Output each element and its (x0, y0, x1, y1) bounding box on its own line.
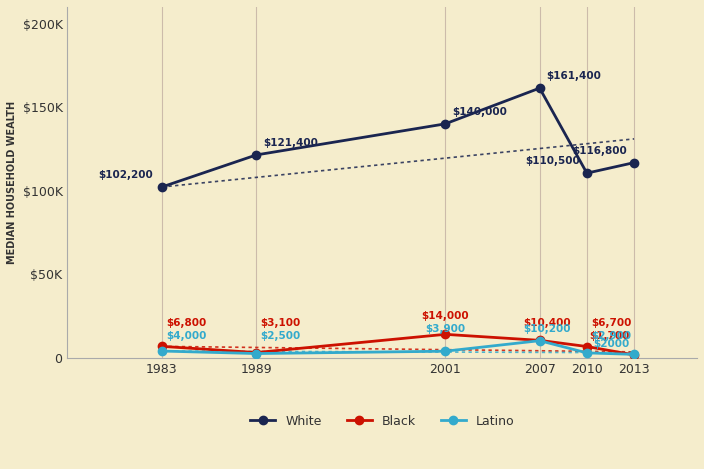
White (441, 121, 449, 127)
Legend: White, Black, Latino: White, Black, Latino (245, 409, 520, 432)
Text: $14,000: $14,000 (422, 311, 469, 321)
Latino (583, 350, 591, 356)
Text: $6,700: $6,700 (591, 318, 631, 328)
Latino (441, 348, 449, 354)
Text: $161,400: $161,400 (546, 71, 601, 81)
Text: $6,800: $6,800 (166, 318, 206, 328)
White (630, 160, 639, 166)
Y-axis label: MEDIAN HOUSEHOLD WEALTH: MEDIAN HOUSEHOLD WEALTH (7, 101, 17, 264)
Text: $2,900: $2,900 (591, 331, 631, 341)
Line: White: White (158, 84, 639, 191)
Text: $121,400: $121,400 (263, 138, 318, 148)
Text: $3,900: $3,900 (425, 325, 465, 334)
Black (158, 344, 166, 349)
Black (536, 338, 544, 343)
Text: $140,000: $140,000 (452, 107, 507, 117)
Line: Latino: Latino (158, 337, 639, 358)
Text: $4,000: $4,000 (166, 331, 206, 341)
Latino (536, 338, 544, 343)
Black (252, 350, 260, 356)
White (158, 184, 166, 190)
White (252, 152, 260, 158)
Black (441, 332, 449, 337)
Text: $10,400: $10,400 (523, 318, 570, 328)
White (583, 170, 591, 176)
Text: $10,200: $10,200 (523, 325, 570, 334)
Text: $3,100: $3,100 (260, 318, 301, 328)
Black (583, 344, 591, 349)
Text: $2,500: $2,500 (260, 331, 301, 341)
Latino (630, 352, 639, 357)
Latino (158, 348, 166, 354)
Text: $110,500: $110,500 (525, 156, 580, 166)
Latino (252, 351, 260, 356)
Text: $2000: $2000 (593, 340, 630, 349)
Text: $116,800: $116,800 (572, 146, 627, 156)
Text: $1,700: $1,700 (589, 331, 630, 341)
White (536, 85, 544, 91)
Line: Black: Black (158, 330, 639, 359)
Black (630, 352, 639, 358)
Text: $102,200: $102,200 (99, 170, 153, 180)
